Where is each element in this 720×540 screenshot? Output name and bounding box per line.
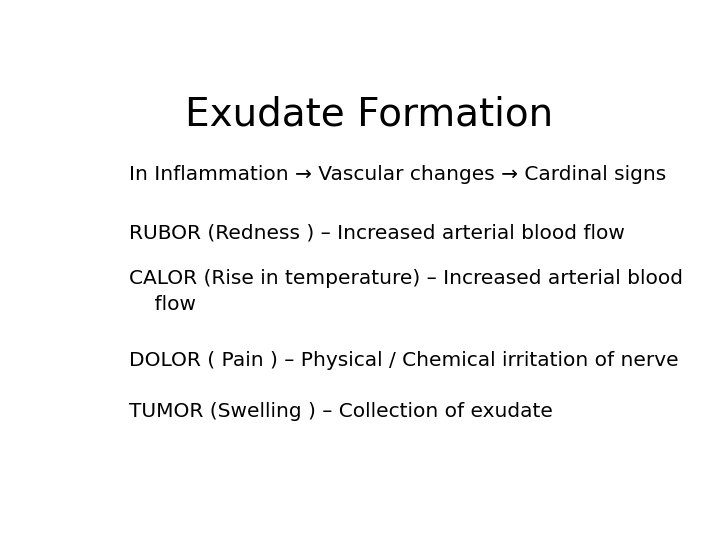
Text: Exudate Formation: Exudate Formation: [185, 96, 553, 134]
Text: In Inflammation → Vascular changes → Cardinal signs: In Inflammation → Vascular changes → Car…: [129, 165, 666, 185]
Text: DOLOR ( Pain ) – Physical / Chemical irritation of nerve: DOLOR ( Pain ) – Physical / Chemical irr…: [129, 350, 679, 369]
Text: RUBOR (Redness ) – Increased arterial blood flow: RUBOR (Redness ) – Increased arterial bl…: [129, 224, 625, 242]
Text: TUMOR (Swelling ) – Collection of exudate: TUMOR (Swelling ) – Collection of exudat…: [129, 402, 553, 422]
Text: CALOR (Rise in temperature) – Increased arterial blood
    flow: CALOR (Rise in temperature) – Increased …: [129, 269, 683, 314]
